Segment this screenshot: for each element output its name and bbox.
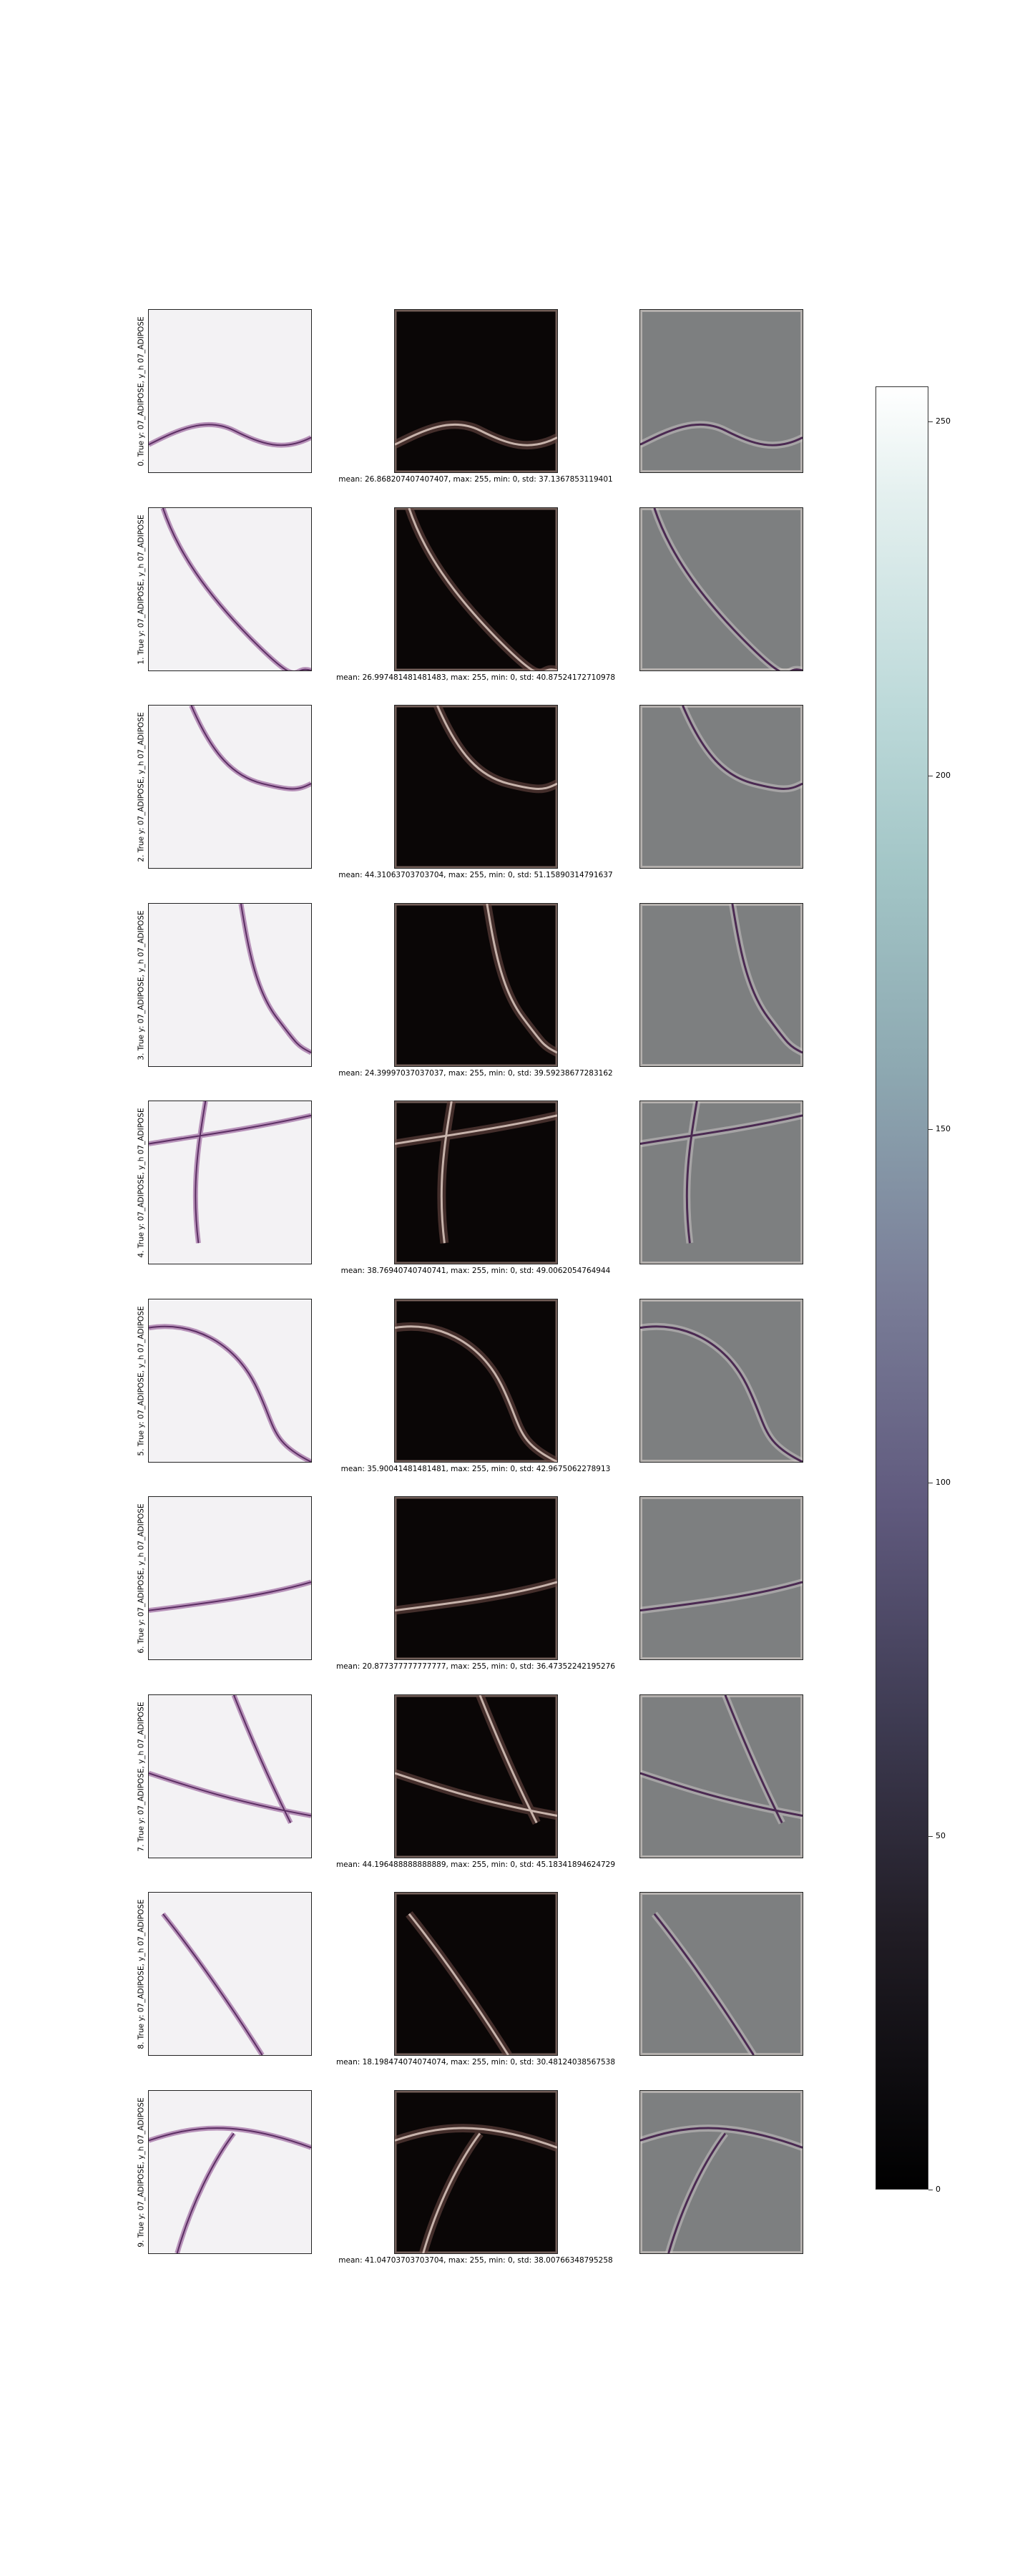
heatmap-image: [394, 1101, 558, 1264]
row-label: 9. True y: 07_ADIPOSE, y_h 07_ADIPOSE: [134, 2090, 149, 2255]
colorbar-tick-label: 250: [936, 416, 951, 426]
row-label: 0. True y: 07_ADIPOSE, y_h 07_ADIPOSE: [134, 309, 149, 474]
overlay-image: [639, 1694, 803, 1858]
original-image: [148, 705, 312, 869]
row-stats: mean: 24.39997037037037, max: 255, min: …: [338, 1068, 613, 1078]
row-label: 1. True y: 07_ADIPOSE, y_h 07_ADIPOSE: [134, 507, 149, 672]
row-label: 8. True y: 07_ADIPOSE, y_h 07_ADIPOSE: [134, 1892, 149, 2057]
overlay-image: [639, 1892, 803, 2056]
row-label-text: 2. True y: 07_ADIPOSE, y_h 07_ADIPOSE: [137, 712, 147, 862]
row-label-text: 6. True y: 07_ADIPOSE, y_h 07_ADIPOSE: [137, 1503, 147, 1654]
heatmap-image: [394, 1496, 558, 1660]
row-label-text: 9. True y: 07_ADIPOSE, y_h 07_ADIPOSE: [137, 2097, 147, 2248]
row-label-text: 5. True y: 07_ADIPOSE, y_h 07_ADIPOSE: [137, 1305, 147, 1456]
heatmap-image: [394, 309, 558, 473]
overlay-image: [639, 507, 803, 671]
original-image: [148, 309, 312, 473]
original-image: [148, 1298, 312, 1463]
overlay-image: [639, 902, 803, 1067]
original-image: [148, 2089, 312, 2254]
row-stats: mean: 20.877377777777777, max: 255, min:…: [335, 1662, 616, 1671]
row-label: 6. True y: 07_ADIPOSE, y_h 07_ADIPOSE: [134, 1496, 149, 1661]
original-image: [148, 1496, 312, 1660]
original-image: [148, 507, 312, 671]
original-image: [148, 902, 312, 1067]
colorbar-tick-mark: [928, 421, 933, 423]
colorbar-tick-label: 0: [936, 2185, 941, 2194]
row-label-text: 4. True y: 07_ADIPOSE, y_h 07_ADIPOSE: [137, 1108, 147, 1258]
colorbar-tick-label: 50: [936, 1830, 946, 1840]
row-label-text: 7. True y: 07_ADIPOSE, y_h 07_ADIPOSE: [137, 1701, 147, 1852]
heatmap-image: [394, 705, 558, 869]
row-label: 5. True y: 07_ADIPOSE, y_h 07_ADIPOSE: [134, 1299, 149, 1463]
row-stats: mean: 26.997481481481483, max: 255, min:…: [335, 673, 616, 682]
heatmap-image: [394, 2089, 558, 2254]
colorbar-tick-mark: [928, 1835, 933, 1837]
row-label: 2. True y: 07_ADIPOSE, y_h 07_ADIPOSE: [134, 705, 149, 869]
overlay-image: [639, 309, 803, 473]
overlay-image: [639, 2089, 803, 2254]
heatmap-image: [394, 1298, 558, 1463]
overlay-image: [639, 1496, 803, 1660]
row-stats: mean: 38.76940740740741, max: 255, min: …: [340, 1267, 611, 1275]
original-image: [148, 1892, 312, 2056]
heatmap-image: [394, 1892, 558, 2056]
overlay-image: [639, 1101, 803, 1264]
row-label-text: 0. True y: 07_ADIPOSE, y_h 07_ADIPOSE: [137, 316, 147, 467]
colorbar-tick-label: 150: [936, 1123, 951, 1133]
row-label-text: 8. True y: 07_ADIPOSE, y_h 07_ADIPOSE: [137, 1899, 147, 2049]
colorbar: [876, 386, 928, 2190]
row-label: 3. True y: 07_ADIPOSE, y_h 07_ADIPOSE: [134, 903, 149, 1068]
row-stats: mean: 26.868207407407407, max: 255, min:…: [338, 475, 613, 484]
original-image: [148, 1101, 312, 1264]
row-label: 7. True y: 07_ADIPOSE, y_h 07_ADIPOSE: [134, 1694, 149, 1859]
row-stats: mean: 18.198474074074074, max: 255, min:…: [335, 2058, 616, 2067]
colorbar-tick-label: 200: [936, 770, 951, 780]
row-stats: mean: 41.04703703703704, max: 255, min: …: [338, 2255, 613, 2265]
heatmap-image: [394, 902, 558, 1067]
row-stats: mean: 44.31063703703704, max: 255, min: …: [338, 871, 613, 879]
overlay-image: [639, 1298, 803, 1463]
row-label: 4. True y: 07_ADIPOSE, y_h 07_ADIPOSE: [134, 1101, 149, 1265]
heatmap-image: [394, 507, 558, 671]
heatmap-image: [394, 1694, 558, 1858]
overlay-image: [639, 705, 803, 869]
row-label-text: 1. True y: 07_ADIPOSE, y_h 07_ADIPOSE: [137, 514, 147, 665]
colorbar-tick-mark: [928, 1128, 933, 1130]
colorbar-tick-label: 100: [936, 1477, 951, 1487]
row-stats: mean: 35.90041481481481, max: 255, min: …: [340, 1464, 611, 1473]
row-stats: mean: 44.196488888888889, max: 255, min:…: [335, 1860, 616, 1869]
original-image: [148, 1694, 312, 1858]
row-label-text: 3. True y: 07_ADIPOSE, y_h 07_ADIPOSE: [137, 909, 147, 1060]
